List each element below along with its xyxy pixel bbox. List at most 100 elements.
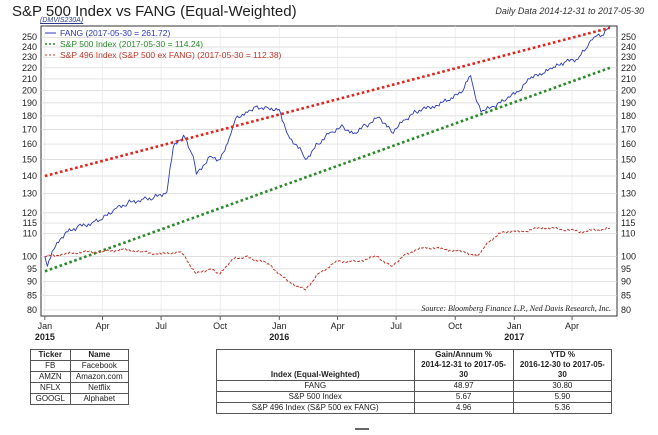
- y-tick-label-right: 180: [621, 111, 636, 121]
- ticker-header-name: Name: [69, 349, 130, 361]
- x-tick-label-line: Apr: [331, 321, 345, 331]
- legend-label: S&P 500 Index (2017-05-30 = 114.24): [60, 39, 203, 49]
- ticker-cell: FB: [30, 360, 71, 372]
- x-tick-label: Jul: [155, 321, 167, 331]
- y-tick-label-left: 170: [22, 125, 37, 135]
- table-row: S&P 500 Index 5.67 5.90: [216, 391, 613, 403]
- table-row: FANG 48.97 30.80: [216, 380, 613, 392]
- y-tick-label-left: 200: [22, 86, 37, 96]
- perf-header-index: Index (Equal-Weighted): [216, 349, 415, 381]
- y-tick-label-right: 95: [621, 264, 631, 274]
- y-tick-label-left: 220: [22, 63, 37, 73]
- y-tick-label-left: 210: [22, 74, 37, 84]
- y-tick-label-right: 170: [621, 125, 636, 135]
- table-row: NFLX Netflix: [30, 382, 130, 394]
- y-tick-label-left: 140: [22, 171, 37, 181]
- y-tick-label-left: 100: [22, 252, 37, 262]
- x-tick-label-line: Jul: [155, 321, 167, 331]
- name-cell: Amazon.com: [69, 371, 130, 383]
- name-cell: Netflix: [69, 382, 130, 394]
- y-tick-label-left: 150: [22, 154, 37, 164]
- y-tick-label-right: 200: [621, 86, 636, 96]
- y-tick-label-right: 220: [621, 63, 636, 73]
- series-line-3: [44, 26, 611, 178]
- ticker-cell: NFLX: [30, 382, 71, 394]
- x-tick-label: Jan 2016: [269, 321, 289, 340]
- series-line-0: [44, 26, 611, 267]
- x-tick-label-line: Jan: [272, 321, 287, 331]
- y-tick-label-left: 180: [22, 111, 37, 121]
- y-tick-label-left: 190: [22, 98, 37, 108]
- y-tick-label-left: 85: [27, 290, 37, 300]
- y-tick-label-left: 90: [27, 277, 37, 287]
- y-tick-label-right: 150: [621, 154, 636, 164]
- date-range: Daily Data 2014-12-31 to 2017-05-30: [495, 6, 644, 16]
- x-tick-label-line: Jan: [38, 321, 53, 331]
- y-tick-label-right: 80: [621, 305, 631, 315]
- y-tick-label-left: 250: [22, 32, 37, 42]
- x-tick-label-line: Jan: [507, 321, 522, 331]
- index-cell: FANG: [216, 380, 415, 392]
- y-tick-label-left: 230: [22, 52, 37, 62]
- ticker-cell: AMZN: [30, 371, 71, 383]
- y-tick-label-left: 160: [22, 139, 37, 149]
- page-mark: [355, 428, 369, 430]
- y-tick-label-right: 160: [621, 139, 636, 149]
- chart-title: S&P 500 Index vs FANG (Equal-Weighted): [12, 3, 297, 20]
- x-tick-label-line: 2016: [269, 332, 289, 340]
- legend-label: S&P 496 Index (S&P 500 ex FANG) (2017-05…: [60, 50, 282, 60]
- x-tick-label: Oct: [448, 321, 463, 331]
- series-line-1: [44, 66, 611, 273]
- ticker-table: Ticker Name FB Facebook AMZN Amazon.com NF…: [30, 349, 130, 405]
- y-tick-label-right: 230: [621, 52, 636, 62]
- y-tick-label-right: 250: [621, 32, 636, 42]
- ytd-cell: 5.36: [512, 402, 613, 414]
- y-tick-label-right: 120: [621, 208, 636, 218]
- table-row: AMZN Amazon.com: [30, 371, 130, 383]
- gain-cell: 5.67: [413, 391, 514, 403]
- y-tick-label-left: 120: [22, 208, 37, 218]
- performance-table: Index (Equal-Weighted) Gain/Annum % 2014…: [216, 349, 613, 414]
- x-tick-label-line: 2017: [504, 332, 524, 340]
- y-tick-label-right: 240: [621, 42, 636, 52]
- perf-header-ytd: YTD % 2016-12-30 to 2017-05-30: [512, 349, 613, 381]
- gain-cell: 4.96: [413, 402, 514, 414]
- y-tick-label-left: 95: [27, 264, 37, 274]
- chart-code: (DMVIS230A): [40, 17, 84, 24]
- ticker-table-header: Ticker Name: [30, 349, 130, 361]
- legend-label: FANG (2017-05-30 = 261.72): [60, 28, 170, 38]
- x-tick-label: Apr: [331, 321, 345, 331]
- ytd-cell: 5.90: [512, 391, 613, 403]
- index-cell: S&P 496 Index (S&P 500 ex FANG): [216, 402, 415, 414]
- y-tick-label-right: 100: [621, 252, 636, 262]
- y-tick-label-left: 115: [23, 218, 37, 228]
- y-tick-label-right: 85: [621, 290, 631, 300]
- ticker-cell: GOOGL: [30, 393, 71, 405]
- y-tick-label-left: 110: [23, 229, 37, 239]
- x-tick-label: Jul: [390, 321, 402, 331]
- perf-header-gain: Gain/Annum % 2014-12-31 to 2017-05-30: [413, 349, 514, 381]
- x-tick-label-line: Jul: [390, 321, 402, 331]
- y-tick-label-left: 80: [27, 305, 37, 315]
- x-tick-label: Jan 2015: [35, 321, 55, 340]
- x-tick-label: Apr: [565, 321, 579, 331]
- table-row: GOOGL Alphabet: [30, 393, 130, 405]
- series-line-2: [44, 226, 610, 291]
- x-tick-label-line: Apr: [565, 321, 579, 331]
- x-tick-label: Apr: [96, 321, 110, 331]
- y-tick-label-right: 130: [621, 189, 636, 199]
- ytd-cell: 30.80: [512, 380, 613, 392]
- x-tick-label: Oct: [213, 321, 228, 331]
- gain-cell: 48.97: [413, 380, 514, 392]
- table-row: FB Facebook: [30, 360, 130, 372]
- x-tick-label-line: Oct: [448, 321, 463, 331]
- name-cell: Alphabet: [69, 393, 130, 405]
- index-cell: S&P 500 Index: [216, 391, 415, 403]
- name-cell: Facebook: [69, 360, 130, 372]
- y-tick-label-right: 115: [621, 218, 635, 228]
- y-tick-label-left: 130: [22, 189, 37, 199]
- y-tick-label-right: 210: [621, 74, 636, 84]
- table-row: S&P 496 Index (S&P 500 ex FANG) 4.96 5.36: [216, 402, 613, 414]
- y-tick-label-left: 240: [22, 42, 37, 52]
